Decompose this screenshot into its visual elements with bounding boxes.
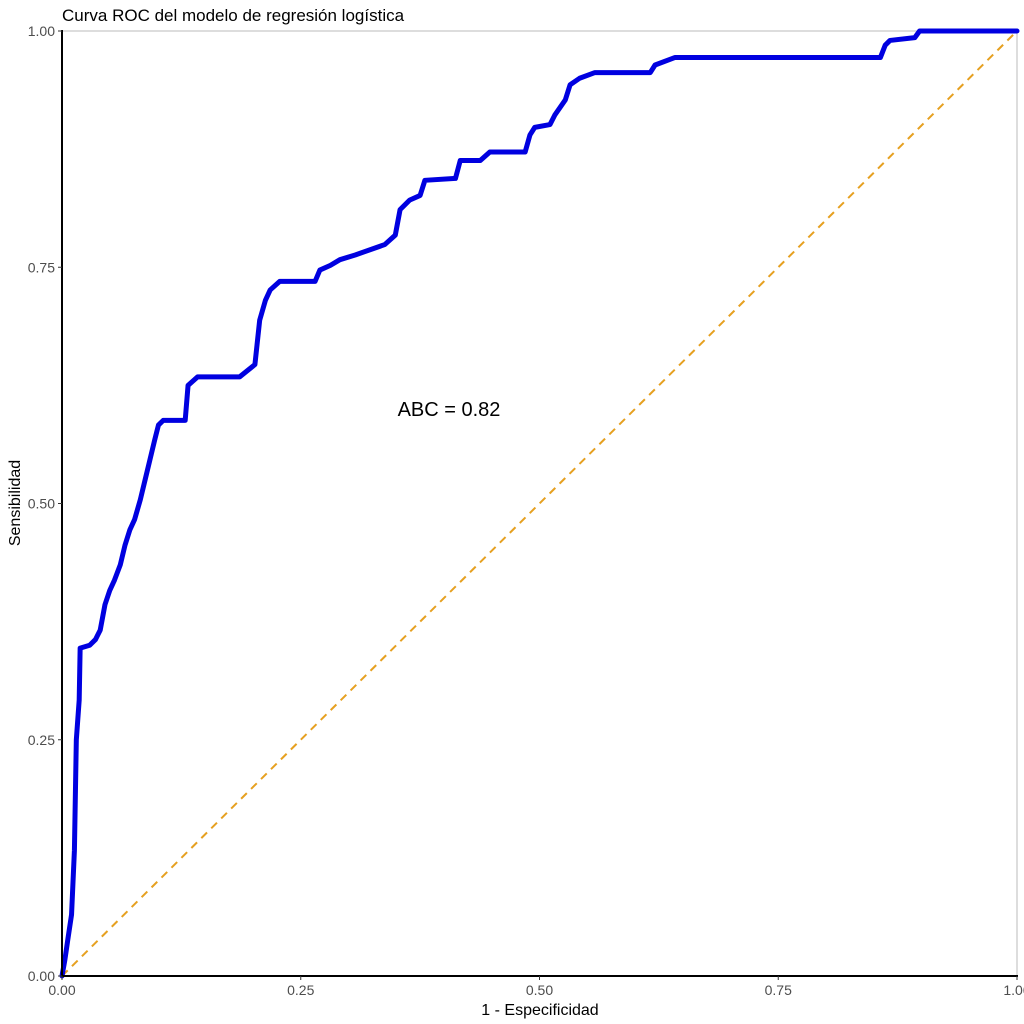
y-axis-label: Sensibilidad xyxy=(7,460,24,546)
x-tick-label: 0.50 xyxy=(526,982,553,998)
y-tick-label: 0.00 xyxy=(28,968,55,984)
x-tick-label: 0.00 xyxy=(48,982,75,998)
x-tick-label: 0.25 xyxy=(287,982,314,998)
y-tick-label: 1.00 xyxy=(28,23,55,39)
reference-diagonal-line xyxy=(61,30,1018,977)
x-tick-label: 1.00 xyxy=(1003,982,1024,998)
x-axis-label: 1 - Especificidad xyxy=(481,1002,598,1019)
y-tick-label: 0.75 xyxy=(28,259,55,275)
y-tick-label: 0.25 xyxy=(28,732,55,748)
y-tick-label: 0.50 xyxy=(28,496,55,512)
auc-annotation: ABC = 0.82 xyxy=(398,399,501,421)
chart-title: Curva ROC del modelo de regresión logíst… xyxy=(62,6,405,25)
plot-area xyxy=(59,28,1020,979)
x-tick-label: 0.75 xyxy=(765,982,792,998)
roc-curve-line xyxy=(59,28,1020,979)
